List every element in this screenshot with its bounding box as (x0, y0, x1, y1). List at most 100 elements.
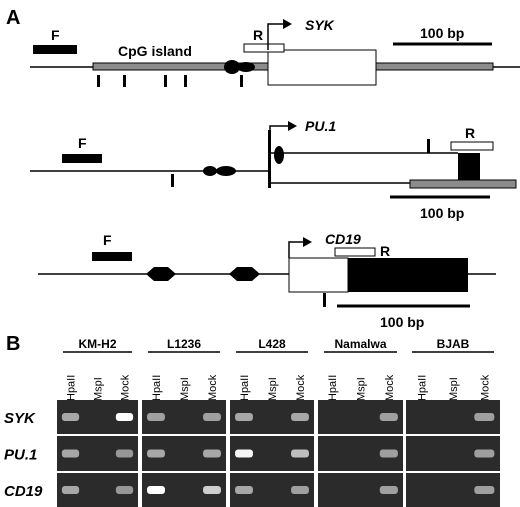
syk-forward-primer (33, 45, 77, 54)
lane-label: Mock (295, 374, 307, 401)
syk-cpg-site (164, 75, 167, 87)
pu1-reverse-primer (450, 141, 494, 151)
gel-band (147, 486, 165, 494)
pu1-tf-site (203, 166, 217, 176)
gel-band (235, 413, 253, 421)
syk-tf-site (224, 60, 240, 74)
syk-scale-label: 100 bp (420, 25, 464, 41)
lane-label: HpaII (239, 375, 251, 401)
cd19-gene-label: CD19 (325, 231, 361, 247)
gel-band (474, 413, 495, 421)
gel-band (115, 413, 134, 421)
pu1-gene-label: PU.1 (305, 118, 336, 134)
gel-band (291, 413, 309, 421)
cd19-reverse-label: R (380, 243, 390, 259)
cd19-forward-primer (92, 252, 132, 261)
panel-b-label: B (6, 333, 20, 355)
pu1-exon-boundary (268, 130, 271, 188)
gene-row-label: PU.1 (4, 447, 37, 464)
pu1-scale-label: 100 bp (420, 205, 464, 221)
gel-band (235, 449, 253, 458)
pu1-exon (458, 153, 480, 180)
lane-label: Mock (384, 374, 396, 401)
cd19-forward-label: F (103, 232, 112, 248)
cd19-tss-arrowhead (303, 237, 312, 247)
cd19-locus: F CD19 R 100 bp (38, 231, 496, 330)
syk-exon (267, 49, 377, 86)
lane-label: MspI (93, 377, 105, 401)
pu1-tss-arrowhead (288, 121, 297, 131)
lane-label: MspI (267, 377, 279, 401)
cd19-tf-site (146, 267, 176, 281)
cd19-cpg-site (323, 293, 326, 307)
gel-band (147, 413, 165, 421)
pu1-tss-arrow (269, 125, 290, 130)
pu1-forward-primer (62, 154, 102, 163)
pu1-tf-site (216, 166, 236, 176)
lane-label: HpaII (151, 375, 163, 401)
syk-cpg-site (97, 75, 100, 87)
syk-cpg-label: CpG island (118, 43, 192, 59)
cd19-scale-label: 100 bp (380, 314, 424, 330)
gel-band (379, 413, 398, 421)
gel-band (147, 449, 165, 458)
gel-band (115, 449, 134, 458)
cell-line-label: BJAB (437, 337, 470, 351)
pu1-forward-label: F (78, 135, 87, 151)
gene-row-label: SYK (4, 410, 36, 427)
cell-line-label: KM-H2 (79, 337, 117, 351)
pu1-cpg-island (409, 179, 517, 189)
syk-cpg-site (184, 75, 187, 87)
pu1-tf-site (274, 146, 284, 164)
lane-label: HpaII (66, 375, 78, 401)
gel-panel: KM-H2 HpaII MspI Mock L1236 HpaII MspI Mock L428… (4, 337, 500, 507)
cd19-reverse-primer (334, 247, 376, 257)
syk-locus: F CpG island R SYK 100 bp (30, 17, 520, 87)
gel-band (203, 413, 221, 421)
cd19-exon (348, 258, 468, 292)
cell-line-label: Namalwa (334, 337, 386, 351)
syk-forward-label: F (51, 27, 60, 43)
gel-band (474, 449, 495, 458)
syk-cpg-site (240, 75, 243, 87)
gel-band (203, 449, 221, 458)
syk-reverse-label: R (253, 27, 263, 43)
syk-tf-site (237, 62, 255, 72)
panel-a-label: A (6, 7, 20, 29)
gel-band (291, 449, 309, 458)
lane-label: Mock (120, 374, 132, 401)
pu1-locus: F PU.1 R 100 bp (30, 118, 517, 221)
lane-label: Mock (479, 374, 491, 401)
syk-tss-arrow (267, 23, 285, 50)
cd19-utr (288, 257, 349, 293)
gel-band (203, 486, 221, 494)
gel-band (379, 486, 398, 494)
gel-band (379, 449, 398, 458)
pu1-reverse-label: R (465, 125, 475, 141)
gel-band (61, 413, 80, 421)
gel-band (115, 486, 134, 494)
gel-band (61, 486, 80, 494)
cd19-tf-site (229, 267, 260, 281)
gel-band (61, 449, 80, 458)
syk-gene-label: SYK (305, 17, 335, 33)
gel-band (291, 486, 309, 494)
gene-row-label: CD19 (4, 483, 43, 500)
lane-label: MspI (356, 377, 368, 401)
cell-line-label: L1236 (167, 337, 201, 351)
lane-label: MspI (448, 377, 460, 401)
pu1-cpg-site (427, 139, 430, 153)
gel-band (474, 486, 495, 494)
lane-label: Mock (207, 374, 219, 401)
lane-label: HpaII (417, 375, 429, 401)
syk-tss-arrowhead (283, 19, 292, 29)
lane-label: MspI (179, 377, 191, 401)
lane-label: HpaII (327, 375, 339, 401)
cd19-tss-arrow (288, 241, 305, 258)
pu1-cpg-site (171, 174, 174, 187)
syk-cpg-site (123, 75, 126, 87)
gel-band (235, 486, 253, 494)
syk-reverse-primer (243, 43, 285, 53)
cell-line-label: L428 (258, 337, 286, 351)
